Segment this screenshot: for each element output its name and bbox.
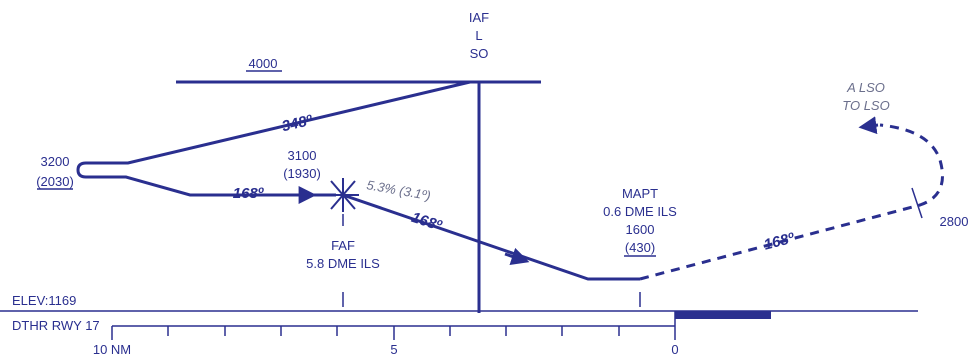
faf-altitude: 3100 bbox=[288, 148, 317, 163]
altitude-4000-label: 4000 bbox=[249, 56, 278, 71]
faf-label: FAF bbox=[331, 238, 355, 253]
course-missed-label: 168º bbox=[762, 229, 797, 253]
distance-scale bbox=[111, 311, 676, 340]
mapt-altitude-agl: (430) bbox=[625, 240, 655, 255]
dthr-label: DTHR RWY 17 bbox=[12, 318, 100, 333]
final-approach-track bbox=[342, 193, 640, 281]
scale-10nm-label: 10 NM bbox=[93, 342, 131, 356]
scale-5-label: 5 bbox=[390, 342, 397, 356]
hold-altitude-agl: (2030) bbox=[36, 174, 74, 189]
glideslope-label: 5.3% (3.1º) bbox=[365, 177, 431, 203]
missed-approach-arrow bbox=[858, 116, 879, 135]
mapt-dme-label: 0.6 DME ILS bbox=[603, 204, 677, 219]
mapt-label: MAPT bbox=[622, 186, 658, 201]
course-final-label: 168º bbox=[409, 209, 445, 235]
scale-0-label: 0 bbox=[671, 342, 678, 356]
iaf-label-l: L bbox=[475, 28, 482, 43]
faf-dme-label: 5.8 DME ILS bbox=[306, 256, 380, 271]
missed-altitude: 2800 bbox=[940, 214, 969, 229]
missed-to-label: TO LSO bbox=[842, 98, 889, 113]
iaf-label: IAF bbox=[469, 10, 489, 25]
runway-bar bbox=[675, 311, 771, 319]
faf-altitude-agl: (1930) bbox=[283, 166, 321, 181]
course-upper-label: 348º bbox=[280, 112, 315, 136]
elevation-label: ELEV:1169 bbox=[12, 293, 76, 308]
missed-holding-label: A LSO bbox=[846, 80, 885, 95]
iaf-label-so: SO bbox=[470, 46, 489, 61]
procedure-track bbox=[76, 80, 471, 197]
course-inbound-label: 168º bbox=[233, 185, 265, 202]
missed-approach-crossing-tick bbox=[911, 187, 923, 219]
hold-altitude: 3200 bbox=[41, 154, 70, 169]
mapt-altitude: 1600 bbox=[626, 222, 655, 237]
missed-approach-track bbox=[639, 123, 944, 281]
final-approach-arrow bbox=[504, 247, 530, 265]
